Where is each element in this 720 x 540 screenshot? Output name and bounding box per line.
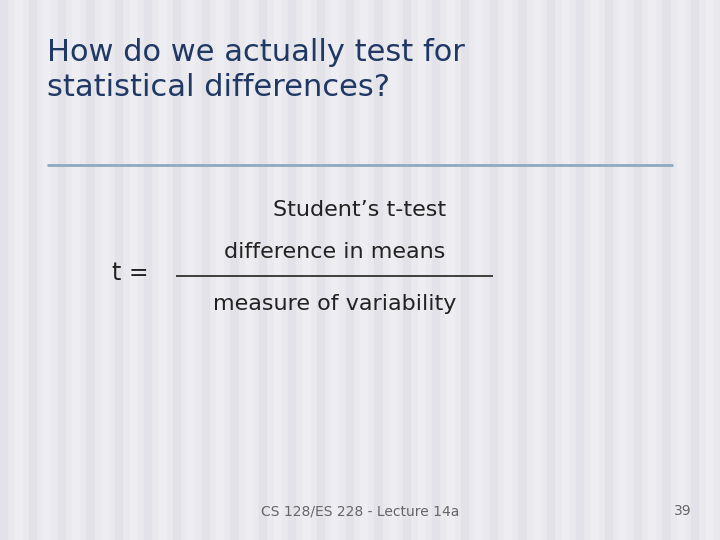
Bar — [259, 0, 266, 540]
Bar — [346, 0, 353, 540]
Text: How do we actually test for
statistical differences?: How do we actually test for statistical … — [47, 38, 464, 102]
Bar — [360, 0, 367, 540]
Bar — [504, 0, 511, 540]
Bar — [576, 0, 583, 540]
Bar — [475, 0, 482, 540]
Text: CS 128/ES 228 - Lecture 14a: CS 128/ES 228 - Lecture 14a — [261, 504, 459, 518]
Bar — [173, 0, 180, 540]
Bar — [58, 0, 65, 540]
Bar — [403, 0, 410, 540]
Bar — [230, 0, 238, 540]
Bar — [374, 0, 382, 540]
Bar — [605, 0, 612, 540]
Bar — [461, 0, 468, 540]
Bar — [389, 0, 396, 540]
Text: measure of variability: measure of variability — [213, 294, 456, 314]
Bar — [662, 0, 670, 540]
Bar — [317, 0, 324, 540]
Bar — [706, 0, 713, 540]
Bar — [418, 0, 425, 540]
Bar — [331, 0, 338, 540]
Bar — [216, 0, 223, 540]
Bar — [202, 0, 209, 540]
Bar — [562, 0, 569, 540]
Text: 39: 39 — [674, 504, 691, 518]
Text: difference in means: difference in means — [224, 242, 446, 262]
Bar — [619, 0, 626, 540]
Bar — [432, 0, 439, 540]
Bar — [547, 0, 554, 540]
Bar — [43, 0, 50, 540]
Bar — [518, 0, 526, 540]
Bar — [446, 0, 454, 540]
Bar — [490, 0, 497, 540]
Bar — [288, 0, 295, 540]
Bar — [648, 0, 655, 540]
Bar — [14, 0, 22, 540]
Bar — [677, 0, 684, 540]
Text: t =: t = — [112, 261, 156, 285]
Bar — [634, 0, 641, 540]
Bar — [86, 0, 94, 540]
Bar — [144, 0, 151, 540]
Bar — [245, 0, 252, 540]
Bar — [302, 0, 310, 540]
Bar — [101, 0, 108, 540]
Bar — [691, 0, 698, 540]
Bar — [72, 0, 79, 540]
Bar — [29, 0, 36, 540]
Bar — [274, 0, 281, 540]
Bar — [158, 0, 166, 540]
Bar — [130, 0, 137, 540]
Bar — [533, 0, 540, 540]
Bar — [0, 0, 7, 540]
Bar — [115, 0, 122, 540]
Bar — [187, 0, 194, 540]
Text: Student’s t-test: Student’s t-test — [274, 200, 446, 220]
Bar — [590, 0, 598, 540]
